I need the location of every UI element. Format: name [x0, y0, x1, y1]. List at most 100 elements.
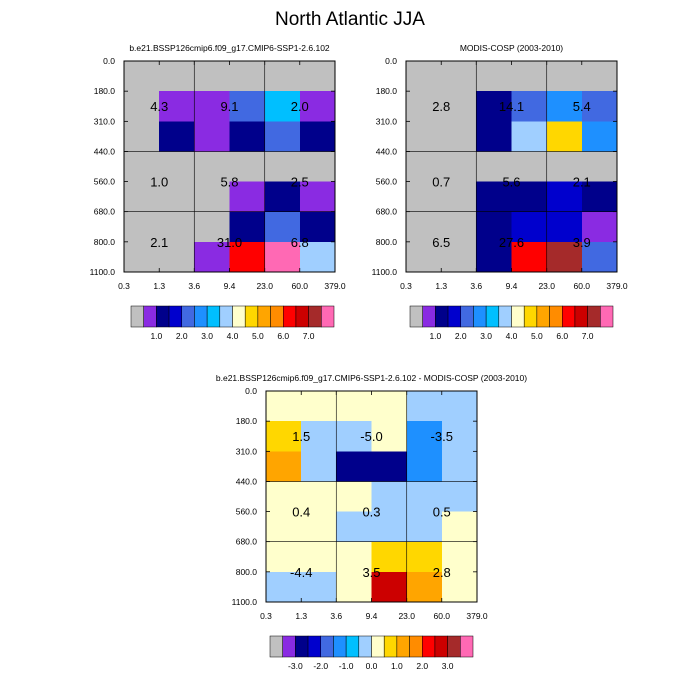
heatmap-cell: [159, 241, 195, 273]
heatmap-cell: [264, 241, 301, 273]
heatmap-cell: [264, 151, 301, 182]
heatmap-cell: [159, 181, 195, 213]
heatmap-cell: [476, 181, 512, 213]
heatmap-cell: [229, 61, 266, 92]
cell-value-label: 5.6: [502, 174, 520, 189]
heatmap-cell: [511, 241, 548, 273]
heatmap-cell: [476, 121, 512, 153]
panel-title: b.e21.BSSP126cmip6.f09_g17.CMIP6-SSP1-2.…: [129, 43, 330, 53]
y-tick-label: 0.0: [385, 56, 397, 66]
heatmap-cell: [229, 241, 266, 273]
heatmap-cell: [371, 571, 408, 603]
heatmap-cell: [441, 91, 477, 122]
x-tick-label: 3.6: [188, 281, 200, 291]
y-tick-label: 0.0: [245, 386, 257, 396]
colorbar-swatch: [383, 635, 398, 658]
heatmap-cell: [229, 211, 266, 243]
heatmap-cell: [301, 571, 337, 603]
cell-value-label: 2.1: [573, 174, 591, 189]
colorbar-swatch: [181, 305, 195, 328]
colorbar-swatch: [168, 305, 182, 328]
heatmap-cell: [546, 91, 583, 122]
cell-value-label: 14.1: [499, 99, 524, 114]
cell-value-label: 1.0: [150, 174, 168, 189]
colorbar-swatch: [270, 305, 284, 328]
cell-value-label: 0.3: [362, 504, 380, 519]
colorbar-swatch: [130, 305, 144, 328]
colorbar-label: 1.0: [391, 661, 403, 671]
cell-value-label: 31.0: [217, 235, 242, 250]
heatmap-cell: [406, 421, 443, 452]
y-tick-label: 800.0: [236, 567, 258, 577]
colorbar-swatch: [409, 635, 423, 658]
heatmap-cell: [159, 121, 195, 153]
heatmap-cell: [476, 61, 512, 92]
colorbar-swatch: [295, 305, 309, 328]
colorbar-swatch: [345, 635, 360, 658]
heatmap-cell: [441, 481, 478, 512]
colorbar-label: 2.0: [455, 331, 467, 341]
colorbar-label: 7.0: [303, 331, 315, 341]
y-tick-label: 310.0: [236, 446, 258, 456]
colorbar-swatch: [308, 305, 322, 328]
heatmap-cell: [476, 211, 512, 243]
y-tick-label: 560.0: [376, 176, 398, 186]
y-tick-label: 310.0: [376, 116, 398, 126]
heatmap-cell: [441, 571, 478, 603]
colorbar-label: 7.0: [582, 331, 594, 341]
heatmap-cell: [546, 181, 583, 213]
heatmap-cell: [371, 391, 408, 422]
heatmap-cell: [406, 571, 443, 603]
cell-value-label: 0.7: [432, 174, 450, 189]
heatmap-cell: [264, 61, 301, 92]
heatmap-cell: [229, 151, 266, 182]
colorbar-swatch: [447, 305, 461, 328]
heatmap-cell: [159, 151, 195, 182]
y-tick-label: 560.0: [236, 506, 258, 516]
heatmap-cell: [581, 91, 618, 122]
heatmap-cell: [406, 511, 443, 543]
cell-value-label: 3.9: [573, 235, 591, 250]
heatmap-cell: [511, 91, 548, 122]
heatmap-cell: [266, 541, 302, 573]
colorbar-label: -2.0: [313, 661, 328, 671]
colorbar-swatch: [422, 305, 436, 328]
heatmap-cell: [406, 151, 442, 182]
heatmap-cell: [229, 91, 266, 122]
x-tick-label: 9.4: [224, 281, 236, 291]
heatmap-cell: [301, 511, 337, 543]
colorbar-swatch: [320, 635, 334, 658]
colorbar-label: -1.0: [339, 661, 354, 671]
heatmap-cell: [336, 451, 372, 483]
heatmap-cell: [124, 211, 160, 243]
heatmap-cell: [581, 241, 618, 273]
heatmap-cell: [371, 541, 408, 573]
colorbar-swatch: [358, 635, 372, 658]
heatmap-cell: [406, 211, 442, 243]
colorbar-swatch: [562, 305, 576, 328]
heatmap-cell: [299, 151, 336, 182]
x-tick-label: 379.0: [324, 281, 346, 291]
heatmap-cell: [441, 451, 478, 483]
cell-value-label: 2.5: [291, 174, 309, 189]
heatmap-cell: [124, 61, 160, 92]
y-tick-label: 680.0: [376, 207, 398, 217]
heatmap-cell: [266, 451, 302, 483]
colorbar-swatch: [371, 635, 385, 658]
heatmap-cell: [406, 541, 443, 573]
colorbar-swatch: [600, 305, 614, 328]
heatmap-cell: [371, 451, 408, 483]
colorbar-label: 5.0: [252, 331, 264, 341]
colorbar-swatch: [143, 305, 157, 328]
heatmap-cell: [511, 61, 548, 92]
heatmap-cell: [511, 121, 548, 153]
heatmap-cell: [441, 121, 477, 153]
heatmap-cell: [406, 241, 442, 273]
heatmap-cell: [266, 421, 302, 452]
x-tick-label: 3.6: [470, 281, 482, 291]
heatmap-cell: [301, 451, 337, 483]
cell-value-label: 6.5: [432, 235, 450, 250]
heatmap-cell: [194, 181, 230, 213]
heatmap-cell: [476, 91, 512, 122]
cell-value-label: 6.8: [291, 235, 309, 250]
